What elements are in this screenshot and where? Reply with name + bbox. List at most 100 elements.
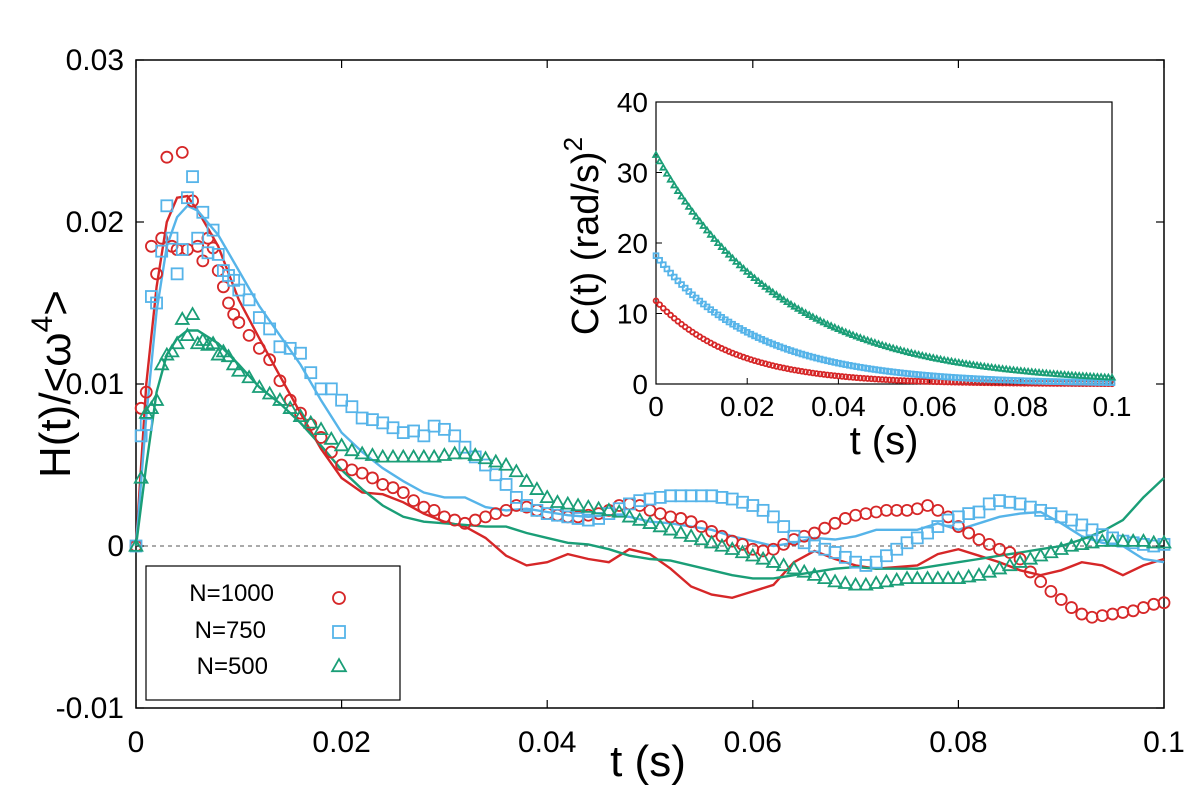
point-n500 [364, 447, 381, 461]
inset-point-n750 [911, 370, 919, 378]
point-n500 [1032, 547, 1049, 562]
inset-point-n500 [928, 353, 938, 361]
point-n500 [477, 450, 494, 465]
inset-point-n750 [1061, 378, 1068, 386]
point-n500 [858, 576, 874, 591]
point-n500 [158, 346, 175, 361]
inset-point-n750 [842, 361, 849, 368]
inset-point-n750 [915, 371, 922, 378]
legend-label-n500: N=500 [197, 653, 268, 680]
point-n750 [746, 499, 760, 512]
inset-point-n750 [853, 363, 860, 370]
inset-y-tick-label: 30 [617, 158, 648, 189]
point-n750 [962, 507, 976, 521]
point-n1000 [376, 478, 390, 491]
inset-point-n1000 [773, 363, 780, 370]
inset-point-n750 [816, 355, 824, 363]
point-n1000 [674, 512, 688, 525]
inset-point-n500 [1034, 368, 1044, 376]
point-n500 [806, 567, 823, 581]
inset-point-n750 [951, 374, 959, 381]
point-n750 [427, 419, 441, 433]
point-n1000 [684, 515, 698, 529]
point-n500 [642, 515, 658, 529]
inset-point-n500 [954, 358, 964, 366]
inset-point-n500 [917, 350, 927, 359]
point-n750 [890, 542, 904, 556]
inset-point-n1000 [926, 378, 933, 385]
inset-point-n500 [768, 287, 778, 296]
inset-point-n750 [1024, 377, 1032, 385]
inset-point-n750 [973, 375, 981, 383]
point-n750 [756, 503, 770, 517]
point-n500 [153, 356, 170, 371]
point-n1000 [335, 458, 349, 472]
inset-y-axis-label-text: C(t) (rad/s) [565, 151, 607, 335]
point-n500 [909, 570, 926, 585]
point-n500 [323, 430, 340, 445]
point-n500 [230, 362, 247, 377]
inset-point-n1000 [864, 375, 871, 382]
inset-point-n1000 [827, 372, 835, 379]
point-n750 [900, 536, 914, 550]
point-n750 [304, 366, 318, 380]
inset-point-n500 [826, 321, 836, 329]
inset-point-n500 [793, 304, 803, 312]
point-n500 [128, 537, 144, 552]
inset-point-n750 [991, 376, 999, 383]
inset-point-n500 [691, 212, 701, 220]
point-n750 [155, 244, 169, 258]
inset-point-n1000 [663, 308, 671, 316]
point-n500 [570, 497, 586, 512]
point-n750 [931, 520, 945, 533]
inset-point-n500 [815, 316, 825, 324]
point-n500 [374, 448, 391, 463]
inset-point-n500 [728, 253, 737, 262]
point-n1000 [155, 231, 169, 245]
point-n750 [437, 422, 451, 436]
point-n750 [674, 489, 688, 503]
point-n1000 [145, 239, 158, 253]
inset-point-n1000 [809, 369, 817, 377]
inset-point-n500 [976, 361, 985, 369]
inset-point-n750 [962, 374, 970, 382]
inset-point-n500 [699, 221, 708, 229]
inset-point-n750 [1053, 378, 1061, 385]
point-n500 [1001, 557, 1018, 572]
point-n500 [1073, 536, 1090, 551]
inset-point-n500 [943, 356, 953, 364]
inset-point-n500 [739, 264, 748, 272]
point-n500 [919, 570, 936, 585]
point-n1000 [910, 502, 924, 516]
inset-point-n750 [871, 366, 879, 373]
inset-point-n500 [757, 279, 767, 287]
point-n750 [186, 170, 199, 184]
point-n750 [294, 346, 307, 360]
inset-point-n750 [1021, 377, 1028, 385]
inset-point-n1000 [981, 379, 988, 387]
inset-x-tick-label: 0.06 [902, 391, 957, 422]
point-n750 [458, 440, 472, 454]
inset-x-tick-label: 0.1 [1093, 391, 1132, 422]
inset-point-n500 [819, 317, 829, 326]
inset-point-n1000 [911, 377, 919, 385]
point-n500 [344, 442, 360, 457]
inset-point-n1000 [846, 373, 853, 381]
legend-marker-n500 [330, 657, 348, 673]
inset-point-n750 [820, 356, 828, 364]
point-n1000 [941, 510, 955, 524]
inset-point-n500 [939, 355, 949, 363]
inset-point-n1000 [886, 376, 893, 384]
inset-point-n750 [1086, 379, 1094, 386]
inset-point-n750 [867, 365, 875, 373]
inset-point-n500 [863, 335, 872, 344]
inset-point-n750 [846, 362, 853, 369]
point-n500 [215, 343, 232, 358]
point-n500 [559, 495, 576, 510]
inset-point-n750 [798, 350, 806, 358]
point-n750 [355, 411, 369, 425]
inset-point-n1000 [794, 367, 802, 375]
inset-point-n500 [808, 312, 818, 320]
inset-point-n1000 [860, 375, 868, 382]
